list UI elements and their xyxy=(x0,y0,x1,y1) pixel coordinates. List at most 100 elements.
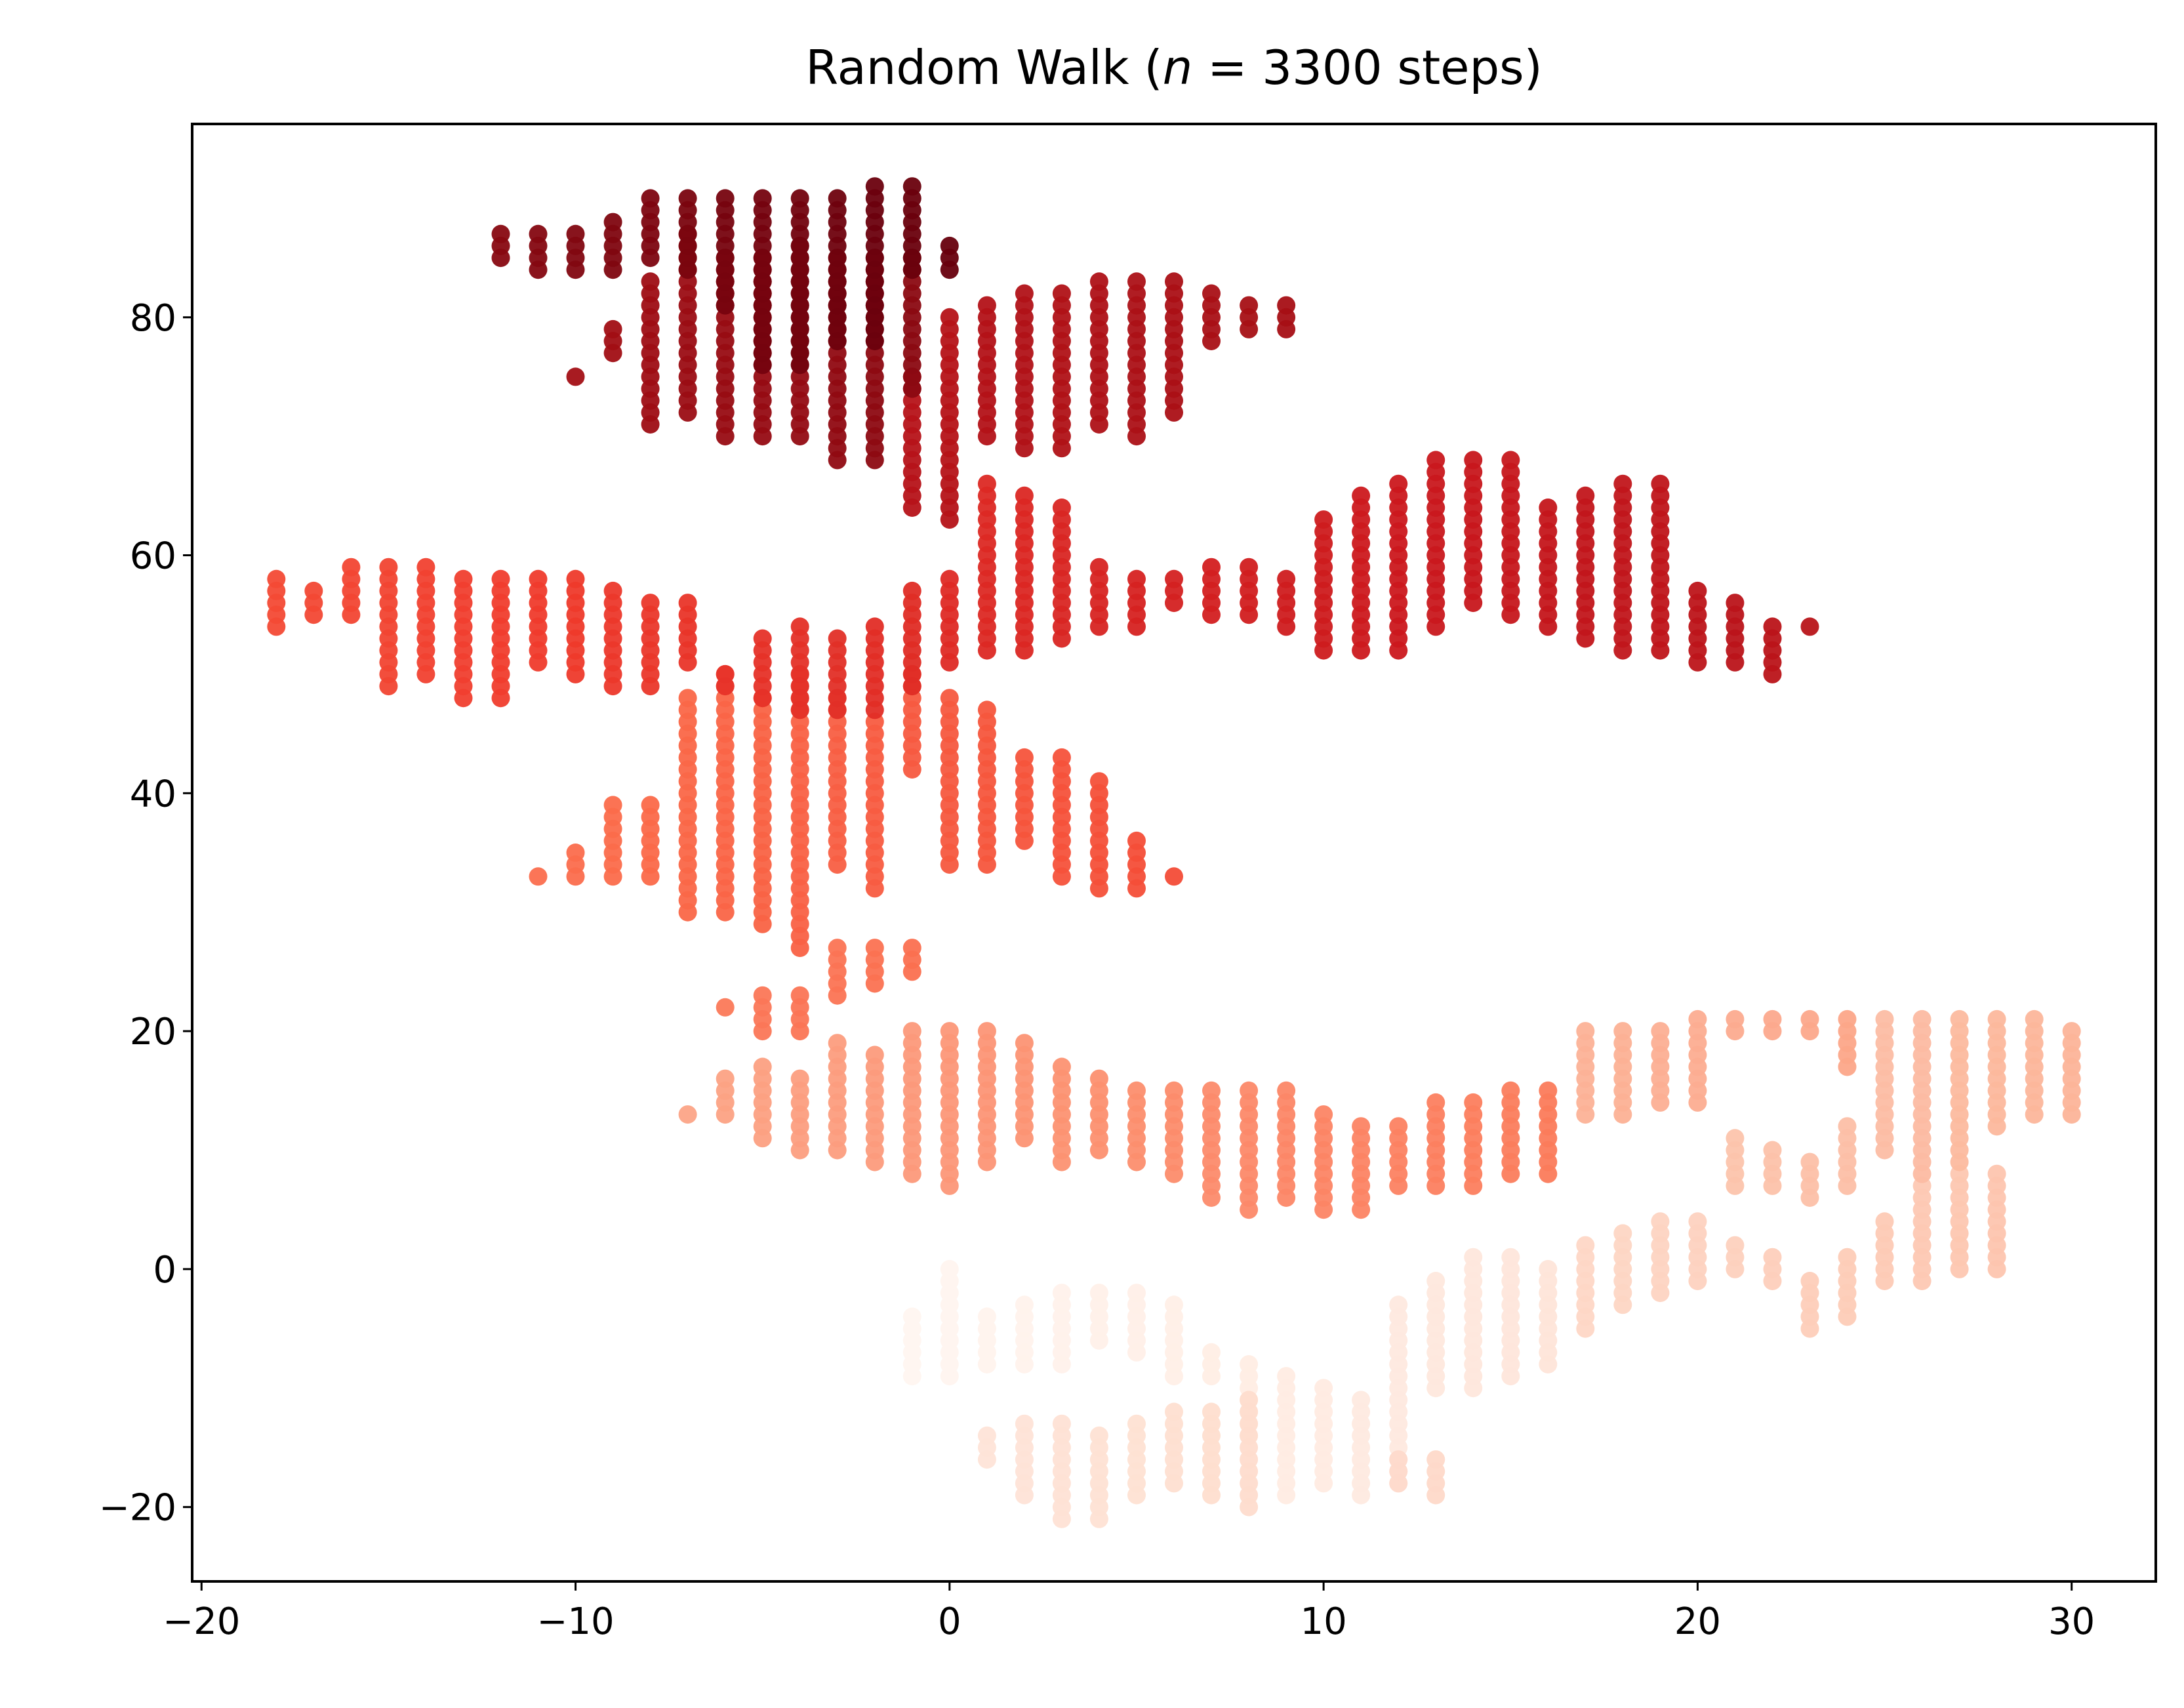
data-point xyxy=(1763,617,1782,636)
data-point xyxy=(977,1022,996,1041)
data-point xyxy=(1763,1009,1782,1028)
data-point xyxy=(267,569,286,588)
data-point xyxy=(491,569,510,588)
data-point xyxy=(1127,831,1146,850)
data-point xyxy=(304,581,323,600)
data-point xyxy=(902,1307,921,1326)
x-tick-label: −20 xyxy=(163,1600,240,1643)
data-point xyxy=(902,1022,921,1041)
data-point xyxy=(1052,1057,1071,1076)
data-point xyxy=(1613,1022,1632,1041)
data-point xyxy=(1277,1367,1296,1386)
data-point xyxy=(1501,451,1520,470)
data-point xyxy=(1651,1022,1670,1041)
data-point xyxy=(678,689,697,708)
y-tick-label: −20 xyxy=(99,1487,176,1530)
data-point xyxy=(940,689,959,708)
data-point xyxy=(902,581,921,600)
data-point xyxy=(1426,1450,1446,1469)
data-point xyxy=(753,629,772,648)
data-point xyxy=(1165,1402,1183,1421)
data-point xyxy=(603,581,622,600)
data-point xyxy=(1651,1212,1670,1231)
data-point xyxy=(790,986,809,1005)
data-point xyxy=(1089,1426,1108,1445)
data-point xyxy=(1426,1272,1446,1290)
data-point xyxy=(1987,1164,2006,1183)
data-point xyxy=(2062,1022,2081,1041)
data-point xyxy=(828,1034,847,1053)
data-point xyxy=(1389,1117,1408,1136)
data-point xyxy=(828,629,847,648)
data-point xyxy=(940,569,959,588)
data-point xyxy=(1613,1224,1632,1243)
data-point xyxy=(1015,1034,1034,1053)
data-point xyxy=(977,474,996,493)
data-point xyxy=(1576,1236,1595,1255)
data-point xyxy=(1314,1379,1333,1398)
data-point xyxy=(1165,569,1183,588)
data-point xyxy=(678,1105,697,1124)
data-point xyxy=(1838,1248,1857,1267)
data-point xyxy=(1688,1009,1707,1028)
data-point xyxy=(790,1069,809,1088)
data-point xyxy=(1539,1259,1558,1278)
plot-frame xyxy=(191,123,2157,1583)
data-point xyxy=(454,569,473,588)
data-point xyxy=(1838,1117,1857,1136)
data-point xyxy=(1015,748,1034,767)
data-point xyxy=(379,558,398,577)
data-point xyxy=(865,177,884,196)
y-axis: −20 0 20 40 60 80 xyxy=(99,297,192,1530)
data-point xyxy=(1426,451,1446,470)
data-point xyxy=(1015,1295,1034,1314)
data-point xyxy=(790,189,809,208)
data-point xyxy=(828,939,847,958)
data-point xyxy=(865,617,884,636)
data-point xyxy=(1651,474,1670,493)
data-point xyxy=(1352,486,1371,505)
data-point xyxy=(342,558,361,577)
data-point xyxy=(1240,1081,1259,1100)
data-point xyxy=(1165,867,1183,886)
data-point xyxy=(529,569,548,588)
x-tick-label: 30 xyxy=(2048,1600,2095,1643)
data-point xyxy=(1912,1009,1931,1028)
data-point xyxy=(1202,558,1221,577)
data-point xyxy=(1950,1009,1969,1028)
data-point xyxy=(1987,1009,2006,1028)
data-point xyxy=(416,558,435,577)
data-point xyxy=(1875,1009,1894,1028)
data-point xyxy=(1838,1009,1857,1028)
data-point xyxy=(1240,1355,1259,1373)
data-point xyxy=(865,1046,884,1065)
data-point xyxy=(1314,1105,1333,1124)
data-point xyxy=(940,236,959,255)
data-point xyxy=(1875,1212,1894,1231)
data-point xyxy=(977,1307,996,1326)
data-point xyxy=(1800,1152,1819,1171)
data-point xyxy=(1800,1009,1819,1028)
data-point xyxy=(902,177,921,196)
data-point xyxy=(977,1426,996,1445)
y-tick-label: 0 xyxy=(153,1249,176,1291)
data-point xyxy=(566,569,585,588)
data-point xyxy=(1426,1093,1446,1112)
data-point xyxy=(828,189,847,208)
data-point xyxy=(977,296,996,315)
data-point xyxy=(678,594,697,613)
data-point xyxy=(1015,1414,1034,1433)
data-point xyxy=(603,319,622,338)
data-point xyxy=(1726,1129,1745,1148)
data-point xyxy=(1127,1081,1146,1100)
data-point xyxy=(1089,558,1108,577)
data-point xyxy=(1314,510,1333,529)
data-point xyxy=(1688,581,1707,600)
data-point xyxy=(1389,474,1408,493)
data-point xyxy=(790,617,809,636)
data-point xyxy=(1165,1081,1183,1100)
data-point xyxy=(1052,498,1071,517)
data-point xyxy=(1389,1295,1408,1314)
data-point xyxy=(1539,498,1558,517)
x-tick-label: 10 xyxy=(1300,1600,1346,1643)
